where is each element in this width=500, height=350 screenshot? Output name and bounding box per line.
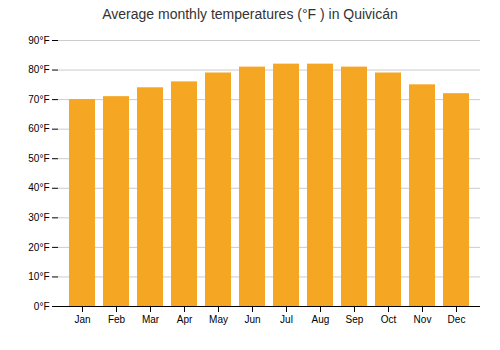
- svg-text:70°F: 70°F: [28, 94, 49, 105]
- svg-text:10°F: 10°F: [28, 271, 49, 282]
- svg-text:60°F: 60°F: [28, 123, 49, 134]
- svg-text:0°F: 0°F: [34, 301, 50, 312]
- svg-text:Apr: Apr: [177, 314, 193, 325]
- svg-text:90°F: 90°F: [28, 35, 49, 46]
- svg-text:Jan: Jan: [74, 314, 90, 325]
- svg-text:Mar: Mar: [142, 314, 160, 325]
- svg-text:Jul: Jul: [280, 314, 293, 325]
- svg-text:30°F: 30°F: [28, 212, 49, 223]
- svg-text:80°F: 80°F: [28, 64, 49, 75]
- svg-text:50°F: 50°F: [28, 153, 49, 164]
- svg-text:Oct: Oct: [381, 314, 397, 325]
- svg-text:Aug: Aug: [312, 314, 330, 325]
- svg-text:May: May: [209, 314, 228, 325]
- svg-text:40°F: 40°F: [28, 182, 49, 193]
- svg-text:Nov: Nov: [414, 314, 432, 325]
- svg-text:20°F: 20°F: [28, 242, 49, 253]
- svg-text:Jun: Jun: [244, 314, 260, 325]
- svg-text:Dec: Dec: [448, 314, 466, 325]
- svg-text:Sep: Sep: [346, 314, 364, 325]
- svg-text:Feb: Feb: [108, 314, 126, 325]
- html-text:Average monthly temperatures (: Average monthly temperatures (°F ) in Qu…: [102, 6, 398, 22]
